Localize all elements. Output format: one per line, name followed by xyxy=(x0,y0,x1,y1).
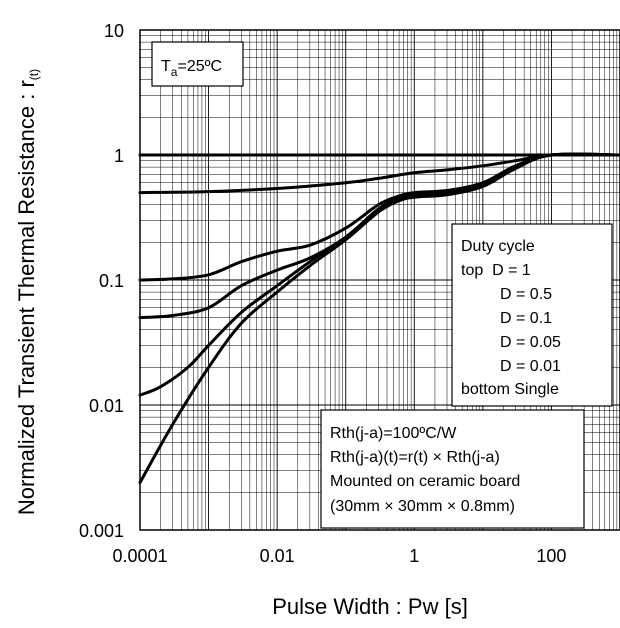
note-line: Rth(j-a)(t)=r(t) × Rth(j-a) xyxy=(330,449,500,466)
note-box-frame xyxy=(320,409,585,529)
note-line: (30mm × 30mm × 0.8mm) xyxy=(330,498,515,515)
y-axis-title-sub: (t) xyxy=(27,69,41,80)
y-tick-label: 0.1 xyxy=(99,271,124,291)
legend-line: top D = 1 xyxy=(461,262,531,279)
x-tick-label: 0.0001 xyxy=(112,546,167,566)
condition-main: T xyxy=(161,58,171,75)
series-line xyxy=(138,153,620,195)
condition-sub: a xyxy=(171,65,178,79)
y-tick-label: 0.001 xyxy=(79,521,124,541)
series-line xyxy=(138,152,620,484)
x-tick-label: 0.01 xyxy=(260,546,295,566)
series-layer xyxy=(138,152,620,484)
legend-box-frame xyxy=(451,223,613,407)
x-axis-title: Pulse Width : Pw [s] xyxy=(272,594,468,619)
legend-line: D = 0.05 xyxy=(500,334,561,351)
legend-line: bottom Single xyxy=(461,381,559,398)
condition-box-frame xyxy=(151,41,244,87)
legend-line: D = 0.5 xyxy=(500,286,552,303)
y-axis-title: Normalized Transient Thermal Resistance … xyxy=(14,69,41,515)
tick-layer: 0.0001 0.01 1 100 10 1 0.1 0.01 0.001 xyxy=(79,21,566,566)
legend-line: D = 0.01 xyxy=(500,358,561,375)
note-line: Rth(j-a)=100ºC/W xyxy=(330,425,457,442)
x-tick-label: 100 xyxy=(536,546,566,566)
y-axis-title-main: Normalized Transient Thermal Resistance … xyxy=(14,80,39,515)
plot-frame xyxy=(139,29,620,531)
y-tick-label: 0.01 xyxy=(89,396,124,416)
note-line: Mounted on ceramic board xyxy=(330,473,520,490)
legend-line: D = 0.1 xyxy=(500,310,552,327)
condition-box: Ta=25ºC xyxy=(151,41,244,87)
y-tick-label: 1 xyxy=(114,146,124,166)
condition-text: Ta=25ºC xyxy=(161,58,222,79)
y-tick-label: 10 xyxy=(104,21,124,41)
note-box: Rth(j-a)=100ºC/W Rth(j-a)(t)=r(t) × Rth(… xyxy=(320,409,585,529)
x-tick-label: 1 xyxy=(409,546,419,566)
condition-rest: =25ºC xyxy=(177,58,222,75)
legend-box: Duty cycle top D = 1 D = 0.5 D = 0.1 D =… xyxy=(451,223,613,407)
legend-line: Duty cycle xyxy=(461,238,535,255)
